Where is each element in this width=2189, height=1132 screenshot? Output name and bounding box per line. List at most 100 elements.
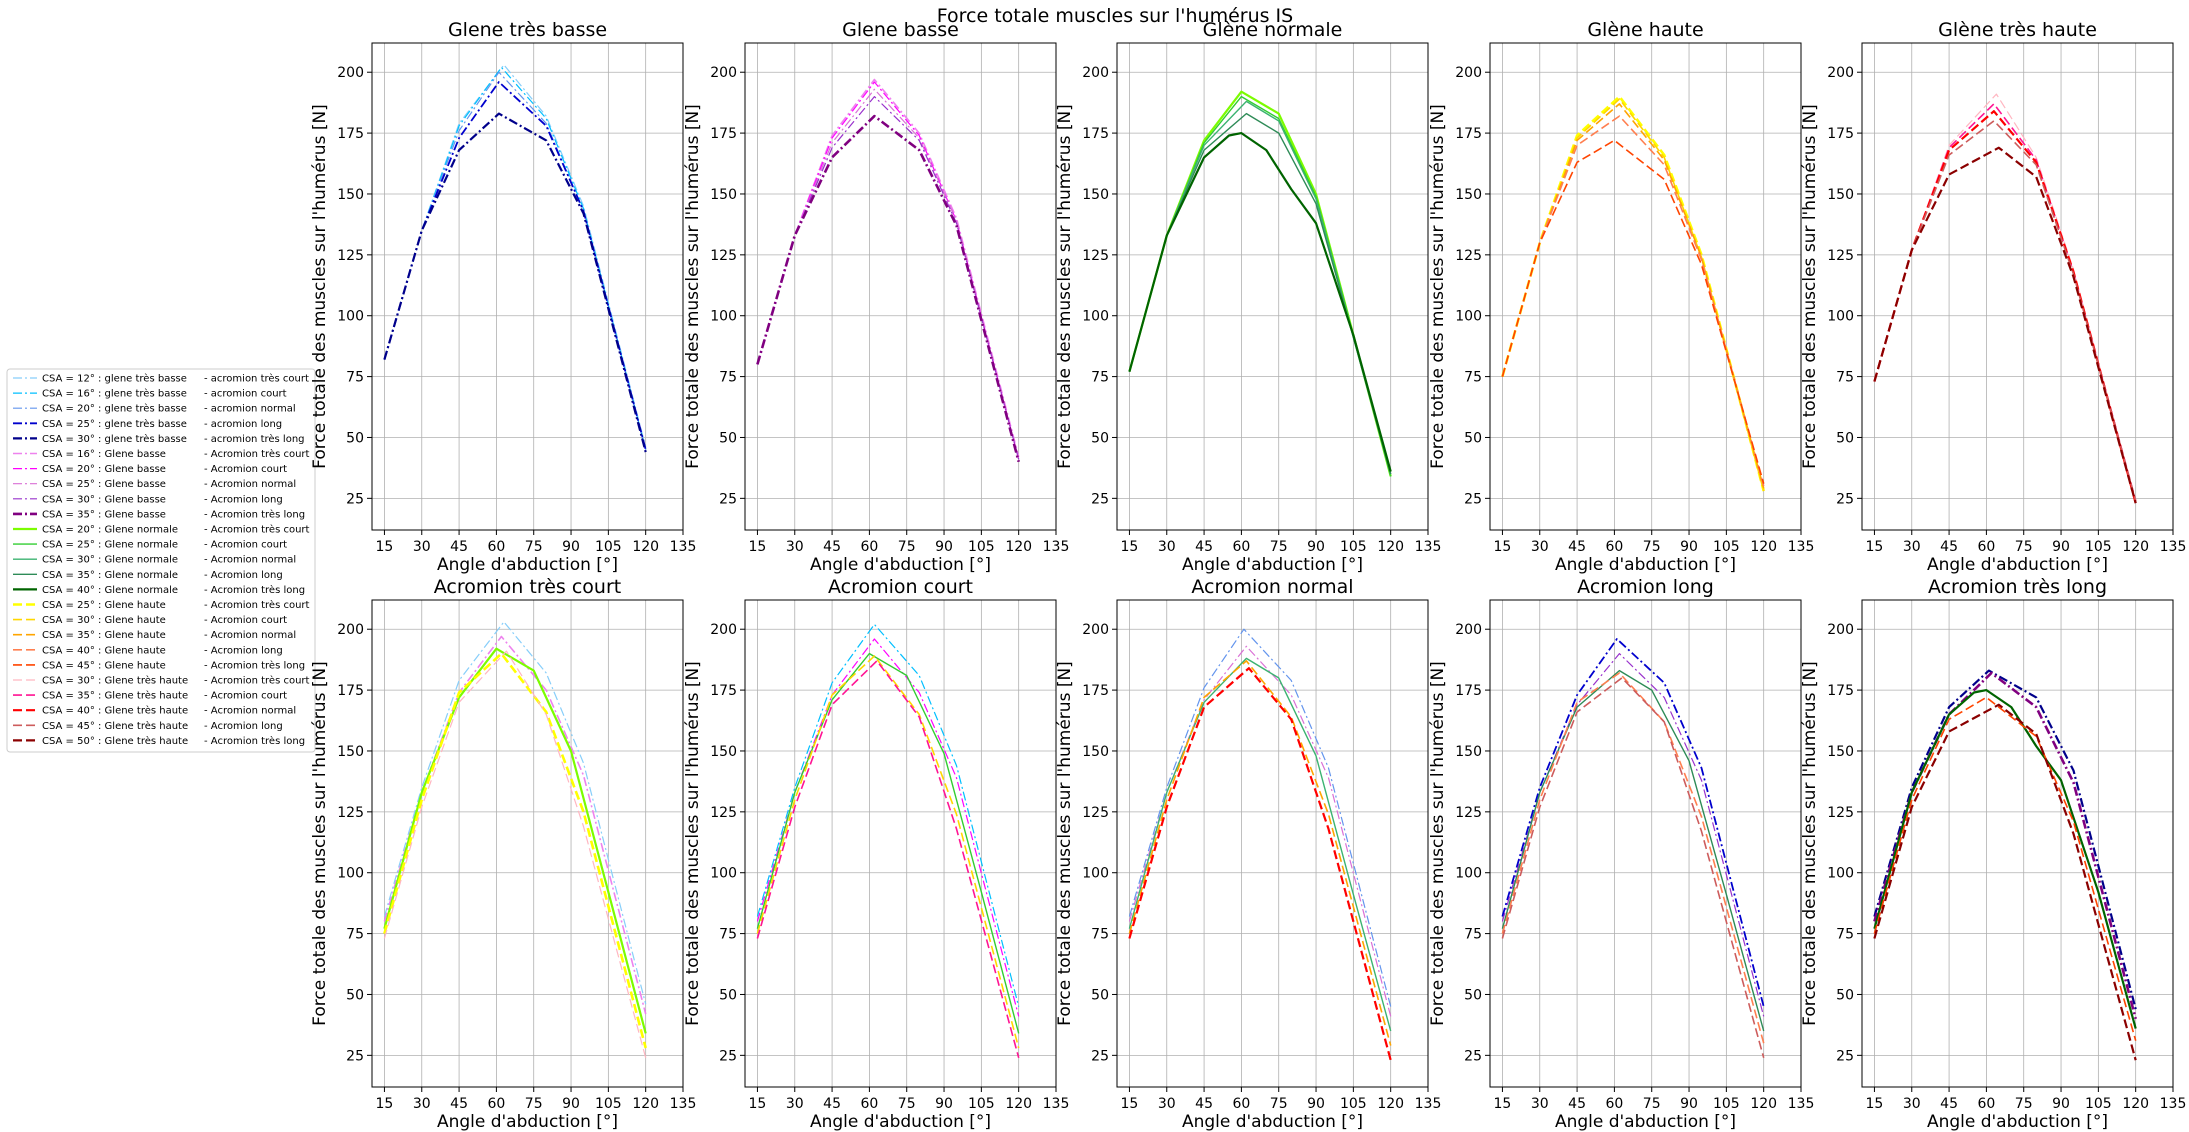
y-tick-label: 125 — [1455, 248, 1482, 264]
legend-acromion-label: - Acromion très long — [204, 584, 305, 596]
legend-label: CSA = 30° : Glene normale — [42, 555, 178, 566]
series-line — [1128, 667, 1392, 1061]
axes-frame — [1489, 42, 1802, 531]
y-tick-label: 150 — [710, 744, 737, 760]
x-tick-label: 135 — [1043, 1096, 1070, 1112]
y-tick-label: 150 — [1455, 744, 1482, 760]
series-line — [383, 647, 647, 1034]
x-tick-label: 90 — [935, 539, 953, 555]
series-line — [383, 81, 647, 450]
series-line — [756, 96, 1020, 460]
subplot-title: Glène normale — [1203, 19, 1343, 41]
legend-label: CSA = 30° : glene très basse — [42, 433, 187, 445]
y-tick-label: 25 — [1836, 491, 1854, 507]
series-line — [1501, 672, 1765, 1044]
x-axis-label: Angle d'abduction [°] — [437, 555, 618, 575]
x-tick-label: 60 — [1605, 539, 1623, 555]
y-tick-label: 100 — [1082, 866, 1109, 882]
series-line — [1873, 103, 2137, 502]
x-axis-label: Angle d'abduction [°] — [1555, 555, 1736, 575]
legend-acromion-label: - Acromion court — [204, 691, 287, 702]
y-tick-label: 200 — [1827, 65, 1854, 81]
x-tick-label: 45 — [1568, 539, 1586, 555]
series-line — [1128, 628, 1392, 1007]
y-tick-label: 25 — [346, 491, 364, 507]
y-tick-label: 175 — [337, 126, 364, 142]
y-tick-label: 150 — [1827, 744, 1854, 760]
legend-label: CSA = 50° : Glene très haute — [42, 735, 188, 747]
legend-acromion-label: - Acromion très long — [204, 508, 305, 520]
series-line — [1873, 146, 2137, 504]
series-line — [756, 660, 1020, 1059]
y-tick-label: 200 — [710, 65, 737, 81]
y-tick-label: 175 — [1455, 683, 1482, 699]
y-axis-label: Force totale des muscles sur l'humérus [… — [1800, 661, 1820, 1026]
y-tick-label: 175 — [1082, 126, 1109, 142]
x-tick-label: 15 — [1866, 1096, 1884, 1112]
y-tick-label: 150 — [337, 744, 364, 760]
x-tick-label: 45 — [1195, 539, 1213, 555]
series-line — [383, 621, 647, 1005]
subplot-title: Acromion court — [828, 576, 973, 598]
x-tick-label: 105 — [595, 539, 622, 555]
legend-label: CSA = 40° : Glene normale — [42, 585, 178, 596]
subplot: 15 30 45 60 75 90 105 120 135 25 50 75 100 125 150 175 2… — [310, 19, 696, 575]
series-line — [1501, 653, 1765, 1017]
legend-acromion-label: - Acromion normal — [204, 479, 296, 490]
y-tick-label: 175 — [1827, 126, 1854, 142]
series-line — [383, 652, 647, 1049]
axes-frame — [1489, 599, 1802, 1088]
series-line — [1128, 657, 1392, 1032]
x-tick-label: 60 — [860, 1096, 878, 1112]
x-tick-label: 135 — [1788, 539, 1815, 555]
axes-frame — [1861, 599, 2174, 1088]
axes-frame — [1116, 42, 1429, 531]
legend-label: CSA = 45° : Glene très haute — [42, 720, 188, 732]
series-line — [1501, 115, 1765, 487]
axes-frame — [744, 599, 1057, 1088]
x-tick-label: 60 — [1977, 539, 1995, 555]
legend-acromion-label: - acromion long — [204, 419, 282, 430]
legend-label: CSA = 40° : Glene très haute — [42, 705, 188, 717]
x-tick-label: 45 — [823, 1096, 841, 1112]
y-tick-label: 25 — [1091, 1048, 1109, 1064]
x-tick-label: 105 — [968, 1096, 995, 1112]
x-tick-label: 90 — [562, 539, 580, 555]
y-tick-label: 75 — [719, 927, 737, 943]
y-tick-label: 75 — [1836, 370, 1854, 386]
x-tick-label: 15 — [1494, 1096, 1512, 1112]
figure-suptitle: Force totale muscles sur l'humérus IS — [937, 5, 1293, 27]
series-line — [383, 66, 647, 450]
legend-label: CSA = 35° : Glene très haute — [42, 690, 188, 702]
legend-acromion-label: - Acromion très court — [204, 524, 310, 536]
series-line — [1128, 660, 1392, 1046]
y-tick-label: 100 — [337, 309, 364, 325]
legend-label: CSA = 35° : Glene normale — [42, 570, 178, 581]
legend-label: CSA = 16° : glene très basse — [42, 388, 187, 400]
x-tick-label: 75 — [1270, 539, 1288, 555]
series-line — [756, 638, 1020, 1017]
y-tick-label: 25 — [1836, 1048, 1854, 1064]
x-axis-label: Angle d'abduction [°] — [1927, 1112, 2108, 1132]
x-tick-label: 15 — [749, 1096, 767, 1112]
y-axis-label: Force totale des muscles sur l'humérus [… — [1055, 661, 1075, 1026]
legend-acromion-label: - Acromion très court — [204, 599, 310, 611]
subplot: 15 30 45 60 75 90 105 120 135 25 50 75 100 125 150 175 2… — [1055, 576, 1441, 1132]
x-tick-label: 135 — [2160, 1096, 2187, 1112]
x-tick-label: 120 — [2122, 1096, 2149, 1112]
x-tick-label: 120 — [1005, 539, 1032, 555]
y-tick-label: 25 — [1464, 1048, 1482, 1064]
y-axis-label: Force totale des muscles sur l'humérus [… — [683, 104, 703, 469]
subplot: 15 30 45 60 75 90 105 120 135 25 50 75 100 125 150 175 2… — [1428, 19, 1814, 575]
series-line — [1873, 669, 2137, 1010]
x-tick-label: 135 — [2160, 539, 2187, 555]
y-tick-label: 150 — [1827, 187, 1854, 203]
x-tick-label: 15 — [749, 539, 767, 555]
y-tick-label: 175 — [1455, 126, 1482, 142]
series-line — [1501, 95, 1765, 492]
x-tick-label: 30 — [1531, 1096, 1549, 1112]
legend-label: CSA = 40° : Glene haute — [42, 645, 166, 656]
series-line — [1501, 669, 1765, 1032]
y-tick-label: 200 — [337, 622, 364, 638]
